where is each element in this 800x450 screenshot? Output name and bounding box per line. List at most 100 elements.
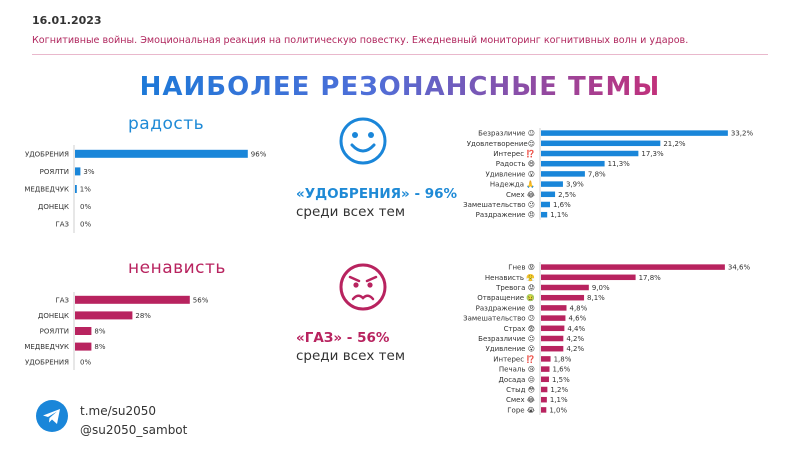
smiling-face-icon <box>339 117 387 165</box>
category-label: МЕДВЕДЧУК <box>24 343 69 351</box>
hate-summary-value: «ГАЗ» - 56% <box>296 330 390 346</box>
joy-section-title: радость <box>128 114 205 134</box>
header-divider <box>32 54 768 55</box>
bar <box>541 140 661 147</box>
value-label: 1,6% <box>553 201 571 209</box>
joy-summary-value: «УДОБРЕНИЯ» - 96% <box>296 186 458 202</box>
value-label: 28% <box>135 312 151 320</box>
value-label: 34,6% <box>728 264 751 272</box>
category-label: Гнев 😡 <box>508 264 535 272</box>
telegram-icon[interactable] <box>36 400 68 432</box>
value-label: 4,4% <box>567 325 585 333</box>
category-label: Удивление 😮 <box>485 170 535 178</box>
bar <box>75 342 92 351</box>
category-label: ДОНЕЦК <box>38 203 69 211</box>
value-label: 9,0% <box>592 284 610 292</box>
bar <box>541 181 563 187</box>
page-title-text: НАИБОЛЕЕ РЕЗОНАНСНЫЕ ТЕМЫ <box>139 72 661 102</box>
value-label: 4,8% <box>570 304 588 312</box>
joy-summary-caption: среди всех тем <box>296 204 406 220</box>
value-label: 3,9% <box>566 181 584 189</box>
category-label: Тревога 😟 <box>495 284 535 292</box>
category-label: Безразличие 😐 <box>478 335 535 343</box>
category-label: РОЯЛТИ <box>40 168 69 176</box>
category-label: Интерес ⁉️ <box>493 149 535 158</box>
value-label: 1,1% <box>550 211 568 219</box>
hate-section-title: ненависть <box>128 258 226 278</box>
value-label: 4,2% <box>566 335 584 343</box>
bar <box>541 191 556 198</box>
bar <box>75 327 92 335</box>
category-label: Удовлетворение😌 <box>467 140 535 148</box>
category-label: Печаль 😢 <box>499 366 535 374</box>
value-label: 33,2% <box>731 130 754 138</box>
category-label: Страх 😨 <box>504 325 535 333</box>
category-label: ДОНЕЦК <box>38 312 69 320</box>
value-label: 8,1% <box>587 294 605 302</box>
bar <box>75 149 248 158</box>
telegram-bot-handle[interactable]: @su2050_sambot <box>80 423 188 437</box>
value-label: 1,2% <box>550 386 568 394</box>
category-label: Замешательство 😕 <box>463 315 535 323</box>
value-label: 1,5% <box>552 376 570 384</box>
bar <box>541 305 567 311</box>
value-label: 1,6% <box>553 366 571 374</box>
angry-face-icon <box>339 263 387 311</box>
value-label: 11,3% <box>608 160 631 168</box>
page-title: НАИБОЛЕЕ РЕЗОНАНСНЫЕ ТЕМЫ <box>0 72 800 102</box>
value-label: 1% <box>80 186 91 194</box>
category-label: Раздражение 😠 <box>476 211 535 219</box>
category-label: Удивление 😮 <box>485 345 535 353</box>
bar <box>541 356 551 362</box>
category-label: МЕДВЕДЧУК <box>24 186 69 194</box>
hate-emotions-chart: Гнев 😡 34,6% Ненависть 😤 17,8% Тревога 😟 9,0%… <box>463 262 751 415</box>
bar <box>75 167 81 176</box>
category-label: Стыд 😳 <box>506 386 535 394</box>
value-label: 3% <box>83 168 94 176</box>
category-label: Смех 😂 <box>506 191 535 199</box>
bar <box>541 407 547 413</box>
bar <box>541 201 551 208</box>
value-label: 1,8% <box>554 355 572 363</box>
category-label: Безразличие 😐 <box>478 130 535 138</box>
value-label: 4,6% <box>568 315 586 323</box>
bar <box>541 211 548 218</box>
value-label: 96% <box>251 150 267 158</box>
value-label: 56% <box>193 296 209 304</box>
hate-summary-caption: среди всех тем <box>296 348 406 364</box>
category-label: ГАЗ <box>55 221 69 229</box>
category-label: УДОБРЕНИЯ <box>25 150 69 158</box>
value-label: 7,8% <box>588 170 606 178</box>
bar <box>541 386 548 393</box>
category-label: Горе 😭 <box>507 406 535 414</box>
joy-topics-chart: УДОБРЕНИЯ 96% РОЯЛТИ 3% МЕДВЕДЧУК 1% ДОНЕЦК 0% Г… <box>24 145 267 233</box>
value-label: 1,1% <box>550 396 568 404</box>
bar <box>541 171 585 177</box>
bar <box>541 396 547 403</box>
bar <box>75 295 190 304</box>
category-label: Раздражение 😠 <box>476 304 535 312</box>
category-label: УДОБРЕНИЯ <box>25 359 69 367</box>
category-label: Замешательство 😕 <box>463 201 535 209</box>
bar <box>541 315 566 321</box>
category-label: Досада 😒 <box>498 376 535 384</box>
bar <box>541 366 550 372</box>
value-label: 4,2% <box>566 345 584 353</box>
bar <box>541 376 549 383</box>
category-label: Смех 😂 <box>506 396 535 404</box>
joy-emotions-chart: Безразличие 😐 33,2% Удовлетворение😌 21,2% Ин… <box>463 128 754 220</box>
category-label: Радость 😄 <box>496 160 535 168</box>
bar <box>541 345 564 352</box>
value-label: 1,0% <box>549 406 567 414</box>
telegram-channel-link[interactable]: t.me/su2050 <box>80 404 157 418</box>
bar <box>541 160 605 167</box>
bar <box>541 274 636 281</box>
bar <box>541 294 585 301</box>
bar <box>75 185 77 193</box>
hate-topics-chart: ГАЗ 56% ДОНЕЦК 28% РОЯЛТИ 8% МЕДВЕДЧУК 8% УДОБРЕ… <box>24 292 209 370</box>
value-label: 21,2% <box>663 140 686 148</box>
category-label: Отвращение 🤢 <box>477 293 535 302</box>
category-label: Интерес ⁉️ <box>493 354 535 363</box>
bar <box>541 284 589 291</box>
value-label: 17,3% <box>641 150 664 158</box>
